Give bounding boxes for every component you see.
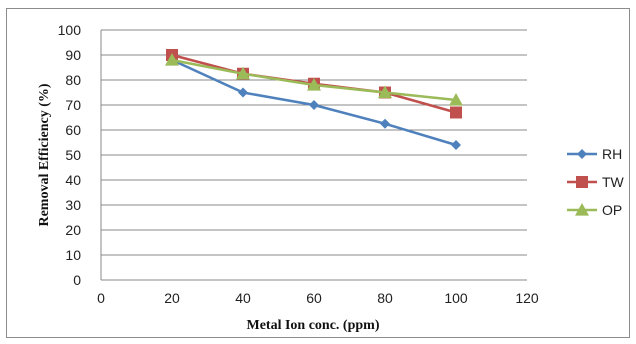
y-axis-title: Removal Efficiency (%): [37, 83, 52, 226]
y-tick-label: 100: [58, 22, 82, 38]
y-tick-label: 60: [65, 122, 81, 138]
y-tick-label: 0: [73, 272, 81, 288]
x-tick-label: 120: [515, 290, 539, 306]
axes: 0 10 20 30 40 50 60 70 80 90 100 0 20 40 60 80 100 120: [58, 22, 539, 306]
data-point-op: [307, 78, 321, 91]
legend-marker-op: [575, 203, 589, 216]
y-tick-label: 20: [65, 222, 81, 238]
data-point-rh: [380, 118, 390, 129]
x-tick-label: 60: [306, 290, 322, 306]
x-tick-label: 20: [164, 290, 180, 306]
y-tick-label: 70: [65, 97, 81, 113]
legend-label-rh: RH: [602, 146, 622, 162]
legend-label-tw: TW: [602, 174, 625, 190]
x-tick-label: 40: [235, 290, 251, 306]
y-tick-label: 40: [65, 172, 81, 188]
chart-frame: [6, 8, 630, 338]
data-point-op: [378, 85, 392, 99]
y-tick-label: 90: [65, 47, 81, 63]
y-tick-label: 10: [65, 247, 81, 263]
x-tick-label: 80: [377, 290, 393, 306]
data-point-op: [165, 53, 179, 66]
data-point-rh: [309, 100, 319, 110]
data-point-rh: [451, 140, 461, 150]
legend-marker-tw: [576, 176, 588, 188]
legend: RH TW OP: [567, 146, 625, 218]
legend-label-op: OP: [602, 202, 622, 218]
y-tick-label: 80: [65, 72, 81, 88]
x-tick-label: 100: [444, 290, 468, 306]
y-tick-label: 30: [65, 197, 81, 213]
x-axis-title: Metal Ion conc. (ppm): [247, 318, 380, 333]
data-point-rh: [238, 87, 248, 98]
series-group: [165, 49, 463, 150]
data-point-op: [236, 66, 250, 80]
data-point-op: [449, 93, 463, 106]
gridlines: [101, 29, 527, 256]
y-tick-label: 50: [65, 147, 81, 163]
legend-marker-rh: [577, 149, 587, 159]
data-point-tw: [450, 106, 462, 119]
x-tick-label: 0: [97, 290, 105, 306]
